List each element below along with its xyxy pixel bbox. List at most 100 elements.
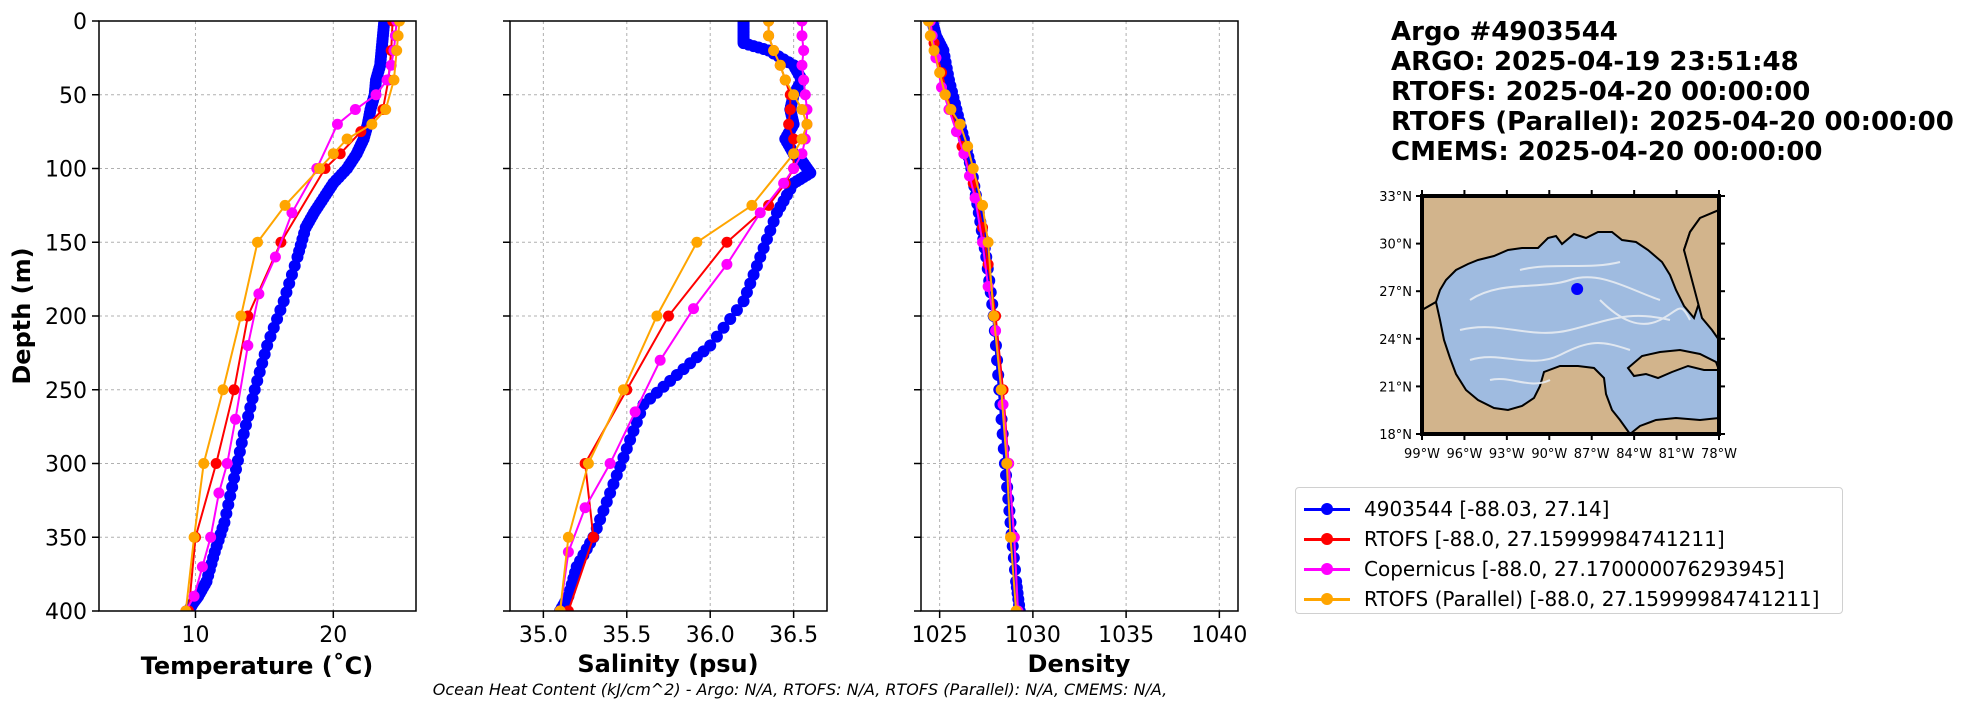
salinity-point-copernicus — [796, 21, 808, 27]
temperature-point-copernicus — [349, 104, 361, 115]
temperature-point-copernicus — [269, 251, 281, 263]
temperature-point-copernicus — [196, 561, 208, 573]
salinity-point-rtofs — [784, 104, 796, 115]
legend-item-argo: 4903544 [-88.03, 27.14] — [1304, 495, 1609, 523]
temperature-point-copernicus — [188, 590, 200, 602]
salinity-point-copernicus — [796, 30, 808, 42]
legend: 4903544 [-88.03, 27.14] RTOFS [-88.0, 27… — [1295, 487, 1843, 614]
density-x-tick-label: 1035 — [1098, 623, 1154, 648]
salinity-point-copernicus — [688, 303, 700, 315]
salinity-point-copernicus — [796, 148, 808, 160]
temperature-point-copernicus — [242, 340, 254, 351]
salinity-point-copernicus — [796, 59, 808, 71]
density-x-label: Density — [1028, 650, 1131, 678]
salinity-point-copernicus — [604, 458, 616, 469]
temperature-y-tick-label: 400 — [45, 600, 87, 625]
temperature-point-copernicus — [331, 118, 343, 130]
salinity-point-rtofs — [783, 118, 795, 130]
density-point-parallel — [939, 89, 951, 101]
salinity-point-parallel — [796, 104, 808, 115]
map-lon-label: 96°W — [1446, 447, 1482, 462]
map-frame — [1420, 194, 1721, 436]
temperature-series — [180, 21, 405, 611]
salinity-point-parallel — [554, 605, 566, 611]
legend-label-copernicus: Copernicus [-88.0, 27.170000076293945] — [1364, 557, 1785, 581]
temperature-point-parallel — [327, 148, 339, 160]
density-point-parallel — [995, 384, 1007, 396]
legend-item-rtofs: RTOFS [-88.0, 27.15999984741211] — [1304, 525, 1725, 553]
argo-float-marker — [1571, 282, 1584, 295]
salinity-point-parallel — [763, 21, 775, 27]
salinity-point-rtofs — [763, 199, 775, 211]
temperature-y-tick-label: 350 — [45, 526, 87, 551]
salinity-point-parallel — [788, 89, 800, 101]
density-point-parallel — [922, 21, 934, 27]
map-lat-label: 18°N — [1379, 428, 1412, 443]
temperature-y-tick-label: 300 — [45, 453, 87, 478]
density-point-parallel — [977, 199, 989, 211]
salinity-point-copernicus — [629, 406, 641, 418]
density-point-parallel — [988, 310, 1000, 322]
temperature-point-copernicus — [229, 413, 241, 425]
density-point-copernicus — [969, 192, 981, 204]
legend-label-rtofs: RTOFS [-88.0, 27.15999984741211] — [1364, 527, 1725, 551]
salinity-point-argo — [724, 312, 737, 325]
temperature-grid — [99, 20, 416, 612]
temperature-point-parallel — [314, 163, 326, 174]
salinity-point-parallel — [763, 30, 775, 42]
temperature-point-copernicus — [286, 207, 298, 219]
salinity-point-parallel — [796, 133, 808, 145]
density-point-parallel — [928, 45, 940, 56]
salinity-point-parallel — [801, 118, 813, 130]
salinity-point-copernicus — [798, 74, 810, 86]
salinity-point-rtofs — [562, 605, 574, 611]
temperature-point-parallel — [279, 199, 291, 211]
salinity-point-argo — [730, 304, 743, 317]
map-lon-label: 81°W — [1659, 447, 1695, 462]
salinity-point-copernicus — [562, 546, 574, 558]
density-point-parallel — [924, 30, 936, 42]
salinity-point-copernicus — [754, 207, 766, 219]
temperature-point-copernicus — [253, 288, 265, 300]
legend-swatch-copernicus — [1304, 559, 1350, 579]
salinity-point-rtofs — [663, 310, 674, 322]
legend-label-rtofs-parallel: RTOFS (Parallel) [-88.0, 27.159999847412… — [1364, 587, 1820, 611]
map-lon-label: 93°W — [1489, 447, 1525, 462]
temperature-y-tick-label: 50 — [59, 84, 87, 109]
salinity-point-copernicus — [798, 45, 810, 56]
density-grid — [921, 20, 1238, 612]
salinity-x-tick-label: 35.5 — [602, 623, 651, 648]
title-line-argo-time: ARGO: 2025-04-19 23:51:48 — [1391, 47, 1799, 77]
temperature-x-tick-label: 20 — [319, 623, 347, 648]
salinity-point-copernicus — [721, 258, 733, 270]
density-point-parallel — [1001, 458, 1013, 469]
salinity-point-rtofs — [788, 133, 800, 145]
salinity-x-label: Salinity (psu) — [577, 650, 758, 678]
salinity-point-parallel — [779, 74, 791, 86]
temperature-point-rtofs — [210, 458, 222, 469]
temperature-y-ticks: 0 50 100 150 200 250 300 350 400 — [45, 10, 99, 625]
temperature-y-tick-label: 250 — [45, 379, 87, 404]
legend-item-copernicus: Copernicus [-88.0, 27.170000076293945] — [1304, 555, 1785, 583]
temperature-point-parallel — [393, 21, 405, 27]
temperature-x-tick-label: 10 — [181, 623, 209, 648]
map-land-central-america — [1628, 416, 1719, 434]
map-land-florida — [1682, 208, 1719, 342]
salinity-point-parallel — [768, 45, 780, 56]
density-series — [922, 21, 1026, 611]
legend-swatch-rtofs — [1304, 529, 1350, 549]
map-lon-label: 87°W — [1574, 447, 1610, 462]
salinity-y-ticks — [503, 20, 510, 612]
legend-swatch-argo — [1304, 499, 1350, 519]
temperature-point-copernicus — [385, 59, 397, 71]
legend-item-rtofs-parallel: RTOFS (Parallel) [-88.0, 27.159999847412… — [1304, 585, 1819, 613]
map-lon-label: 84°W — [1616, 447, 1652, 462]
temperature-series-line-parallel — [184, 21, 401, 611]
legend-label-argo: 4903544 [-88.03, 27.14] — [1364, 497, 1610, 521]
density-point-argo — [1007, 551, 1020, 564]
legend-swatch-rtofs-parallel — [1304, 589, 1350, 609]
map-lat-label: 33°N — [1379, 190, 1412, 205]
salinity-point-parallel — [788, 148, 800, 160]
map-lon-label: 90°W — [1531, 447, 1567, 462]
